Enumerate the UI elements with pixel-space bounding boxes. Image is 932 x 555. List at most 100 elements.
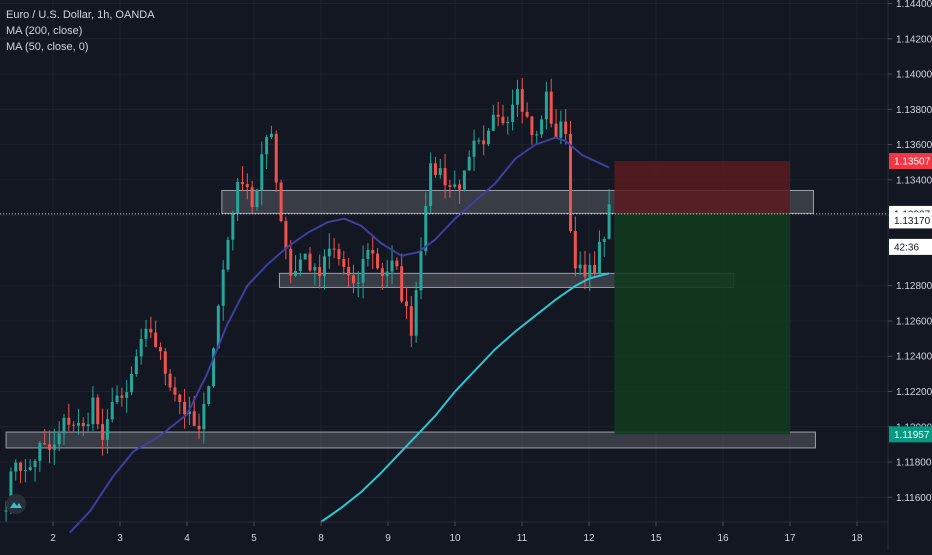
candle-body	[250, 187, 254, 208]
candle-body	[424, 206, 428, 252]
price-label-stop-text: 1.13507	[894, 157, 931, 168]
candle-body	[549, 91, 553, 124]
candle-body	[110, 402, 114, 420]
candle-body	[530, 116, 534, 136]
price-tick-label: 1.14200	[896, 34, 932, 45]
candle-body	[269, 133, 273, 138]
candle-body	[298, 259, 302, 271]
time-axis[interactable]: 2 3 4 5 8 9 10 11 12 15 16 17 18	[0, 521, 888, 544]
time-tick-label: 10	[449, 533, 461, 544]
candle-body	[433, 163, 437, 175]
price-label-target-text: 1.11957	[894, 430, 930, 441]
candle-body	[96, 397, 100, 425]
candle-body	[327, 248, 331, 257]
candle-body	[506, 121, 510, 124]
stop-loss-zone[interactable]	[614, 161, 790, 214]
candle-body	[101, 424, 105, 440]
candle-body	[265, 137, 269, 155]
candle-body	[438, 168, 442, 175]
candle-body	[279, 182, 283, 222]
candle-body	[467, 156, 471, 171]
candle-body	[578, 264, 582, 269]
candle-body	[477, 140, 481, 142]
take-profit-zone[interactable]	[614, 213, 790, 435]
candle-body	[308, 253, 312, 271]
candle-body	[390, 260, 394, 272]
candle-body	[559, 121, 563, 138]
moving-averages	[69, 136, 610, 534]
time-tick-label: 12	[583, 533, 595, 544]
candle-body	[202, 403, 206, 430]
candle-body	[260, 154, 264, 190]
price-label-countdown	[889, 238, 932, 255]
tradingview-logo[interactable]	[6, 494, 26, 514]
price-tick-label: 1.13600	[896, 140, 932, 151]
candle-body	[216, 305, 220, 349]
candle-body	[448, 185, 452, 187]
price-tick-label: 1.12200	[896, 387, 932, 398]
candle-body	[525, 111, 529, 117]
candle-body	[429, 163, 433, 207]
candle-body	[130, 374, 134, 393]
time-tick-label: 9	[385, 533, 391, 544]
ma200-legend[interactable]: MA (200, close)	[6, 25, 83, 37]
time-tick-label: 2	[50, 533, 56, 544]
candle-body	[395, 260, 399, 267]
candle-body	[221, 269, 225, 306]
candle-body	[544, 91, 548, 120]
candle-body	[380, 268, 384, 276]
price-tick-label: 1.14000	[896, 70, 932, 81]
candle-body	[91, 397, 95, 425]
candle-body	[139, 338, 143, 357]
candle-body	[366, 249, 370, 259]
candle-body	[67, 417, 71, 425]
candle-body	[356, 282, 360, 284]
candle-body	[318, 266, 322, 277]
candle-body	[236, 181, 240, 214]
candle-body	[462, 170, 466, 190]
candle-body	[192, 411, 196, 426]
candle-body	[62, 417, 66, 434]
candle-body	[347, 266, 351, 276]
candle-body	[511, 104, 515, 122]
candle-body	[105, 419, 109, 440]
time-tick-label: 16	[717, 533, 729, 544]
candle-body	[52, 444, 56, 450]
time-tick-label: 15	[650, 533, 662, 544]
candle-body	[183, 401, 187, 415]
candle-body	[540, 119, 544, 135]
candle-body	[207, 386, 211, 404]
price-label-countdown-text: 42:36	[894, 242, 919, 253]
symbol-title[interactable]: Euro / U.S. Dollar, 1h, OANDA	[6, 9, 155, 21]
candle-body	[385, 271, 389, 276]
candle-body	[583, 264, 587, 277]
candle-body	[472, 140, 476, 157]
candle-body	[240, 181, 244, 185]
sr-zone[interactable]	[5, 431, 816, 449]
candle-body	[28, 467, 32, 471]
candle-body	[342, 259, 346, 267]
candle-body	[303, 253, 307, 260]
candle-body	[554, 123, 558, 138]
candle-body	[274, 133, 278, 183]
candle-body	[322, 256, 326, 277]
candle-body	[443, 168, 447, 186]
ma50-legend[interactable]: MA (50, close, 0)	[6, 41, 89, 53]
candle-body	[535, 134, 539, 136]
candle-body	[289, 249, 293, 276]
candle-body	[361, 258, 365, 283]
logo-icon	[10, 502, 22, 508]
candle-body	[593, 264, 597, 274]
price-tick-label: 1.11600	[896, 493, 932, 504]
candle-body	[351, 275, 355, 284]
candle-body	[57, 433, 61, 445]
candle-body	[76, 422, 80, 426]
candle-body	[400, 266, 404, 302]
candle-body	[23, 470, 27, 472]
candle-body	[134, 356, 138, 375]
short-position-tool[interactable]	[614, 161, 790, 435]
candle-body	[602, 238, 606, 242]
price-axis[interactable]: 1.14400 1.14200 1.14000 1.13800 1.13600 1.134…	[887, 0, 932, 550]
